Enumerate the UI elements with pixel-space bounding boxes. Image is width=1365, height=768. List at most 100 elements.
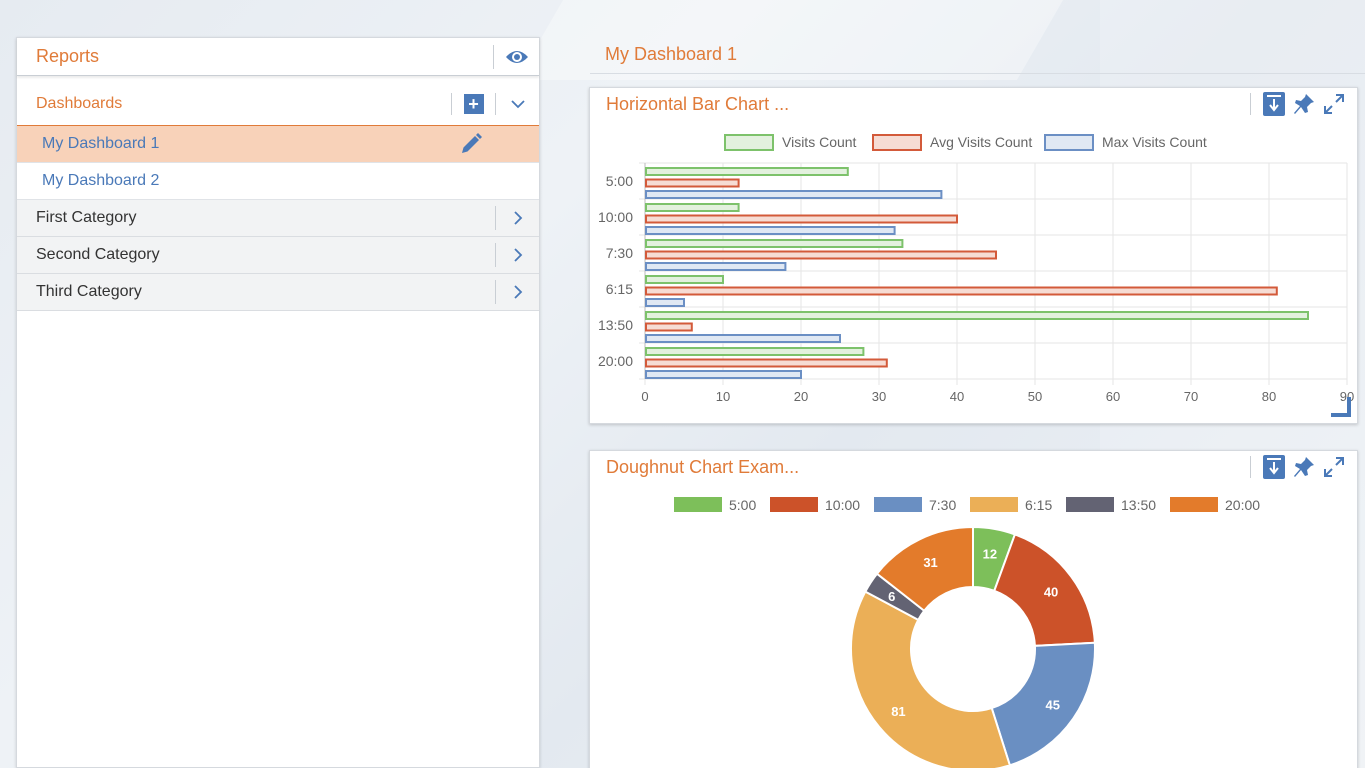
chevron-right-icon[interactable] [513,210,523,226]
download-icon[interactable] [1263,455,1285,479]
bar [645,178,740,188]
pin-icon[interactable] [1293,93,1315,115]
x-tick-label: 70 [1184,389,1198,404]
resize-handle-icon[interactable] [1329,395,1351,417]
dashboards-section-header: Dashboards + [17,82,539,126]
download-button[interactable] [1259,91,1289,117]
slice-label: 45 [1045,697,1059,712]
y-tick-label: 13:50 [598,317,633,333]
category-item-second[interactable]: Second Category [17,237,539,274]
dashboard-item-1[interactable]: My Dashboard 1 [17,126,539,163]
doughnut-chart: 5:00 10:00 7:30 6:15 13:50 20:00 12 40 45 81 6 31 [674,497,1260,768]
legend-label: Max Visits Count [1102,134,1207,150]
download-button[interactable] [1259,454,1289,480]
legend-label: Visits Count [782,134,857,150]
pin-button[interactable] [1289,91,1319,117]
bar [645,190,943,199]
widget-title: Doughnut Chart Exam... [606,457,800,477]
legend-label: Avg Visits Count [930,134,1032,150]
y-tick-label: 6:15 [606,281,633,297]
bar [645,334,841,343]
chevron-right-icon[interactable] [513,247,523,263]
plus-icon[interactable]: + [463,93,484,114]
bar [645,322,693,332]
reports-header: Reports [17,38,539,76]
bar [645,286,1278,296]
pin-button[interactable] [1289,454,1319,480]
collapse-dashboards-button[interactable] [495,92,539,115]
legend-label: 20:00 [1225,497,1260,513]
dashboard-title: My Dashboard 1 [605,44,738,64]
legend-swatch [770,497,818,512]
legend-swatch [1066,497,1114,512]
legend-swatch [1170,497,1218,512]
category-item-third[interactable]: Third Category [17,274,539,311]
doughnut-chart-widget: Doughnut Chart Exam... 5:00 10:00 7:30 6:15… [589,450,1358,768]
chevron-down-icon[interactable] [510,99,526,109]
doughnut-slice [990,641,1096,767]
y-tick-label: 5:00 [606,173,633,189]
legend-swatch [674,497,722,512]
x-tick-label: 40 [950,389,964,404]
x-tick-label: 50 [1028,389,1042,404]
legend-label: 5:00 [729,497,756,513]
slice-label: 40 [1044,584,1058,599]
widget-title: Horizontal Bar Chart ... [606,94,790,114]
legend-swatch [872,134,922,151]
reports-panel: Reports Dashboards + My Dashboard 1 [16,37,540,768]
legend-label: 6:15 [1025,497,1052,513]
x-tick-label: 60 [1106,389,1120,404]
y-tick-label: 7:30 [606,245,633,261]
category-label: First Category [36,209,137,226]
bar [645,214,958,224]
background-shape [516,0,1064,80]
expand-icon[interactable] [1322,92,1346,116]
legend-label: 10:00 [825,497,860,513]
legend-label: 7:30 [929,497,956,513]
legend-swatch [970,497,1018,512]
expand-button[interactable] [1319,454,1349,480]
bar-chart-widget: Horizontal Bar Chart ... Visits Count Avg… [589,87,1358,424]
bar-chart: Visits Count Avg Visits Count Max Visits C… [598,134,1354,404]
slice-label: 31 [923,555,937,570]
bar [645,226,896,235]
visibility-toggle[interactable] [493,44,539,69]
y-tick-label: 20:00 [598,353,633,369]
slice-label: 12 [983,546,997,561]
legend-swatch [1044,134,1094,151]
legend-swatch [724,134,774,151]
pencil-icon[interactable] [459,132,483,156]
category-label: Third Category [36,283,142,300]
doughnut-slice [850,590,1012,768]
x-tick-label: 0 [641,389,648,404]
bar [645,262,787,271]
dashboard-item-2[interactable]: My Dashboard 2 [17,163,539,200]
pin-icon[interactable] [1293,456,1315,478]
bar [645,358,888,368]
bar [645,167,849,176]
x-tick-label: 10 [716,389,730,404]
expand-icon[interactable] [1322,455,1346,479]
legend-label: 13:50 [1121,497,1156,513]
divider [590,73,1365,74]
expand-button[interactable] [1319,91,1349,117]
dashboard-item-label: My Dashboard 1 [42,135,160,152]
slice-label: 6 [888,589,895,604]
category-item-first[interactable]: First Category [17,200,539,237]
slice-label: 81 [891,704,905,719]
bar [645,203,740,212]
bar [645,250,997,260]
legend-swatch [874,497,922,512]
add-dashboard-button[interactable]: + [451,92,495,115]
doughnut-slice [875,525,974,613]
chevron-right-icon[interactable] [513,284,523,300]
x-tick-label: 80 [1262,389,1276,404]
download-icon[interactable] [1263,92,1285,116]
bar [645,275,724,284]
x-tick-label: 20 [794,389,808,404]
eye-icon[interactable] [505,48,529,66]
dashboards-section-title: Dashboards [36,94,123,112]
bar [645,347,865,356]
bar [645,239,904,248]
bar [645,311,1309,320]
